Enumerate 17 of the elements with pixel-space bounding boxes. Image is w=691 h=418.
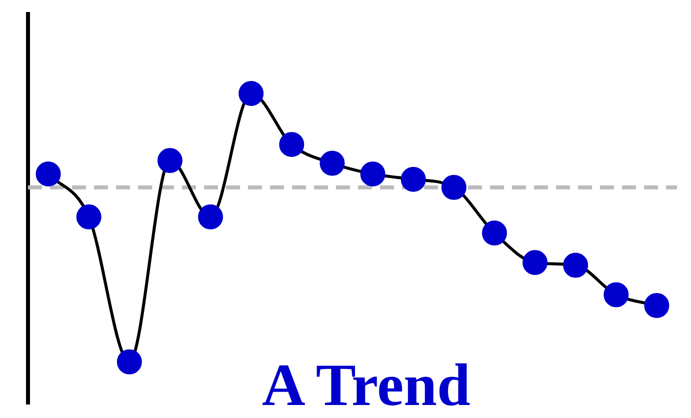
point xyxy=(36,161,61,186)
point xyxy=(279,132,304,157)
point xyxy=(441,174,466,200)
point xyxy=(238,80,264,106)
point xyxy=(157,148,182,174)
point xyxy=(76,204,102,230)
point xyxy=(360,161,386,186)
point xyxy=(320,150,345,176)
text: A Trend xyxy=(262,352,470,418)
point xyxy=(522,250,548,276)
point xyxy=(400,166,426,192)
point xyxy=(198,204,224,230)
point xyxy=(563,252,588,278)
point xyxy=(604,282,629,308)
point xyxy=(116,349,142,374)
point xyxy=(644,292,670,318)
point xyxy=(482,220,507,246)
